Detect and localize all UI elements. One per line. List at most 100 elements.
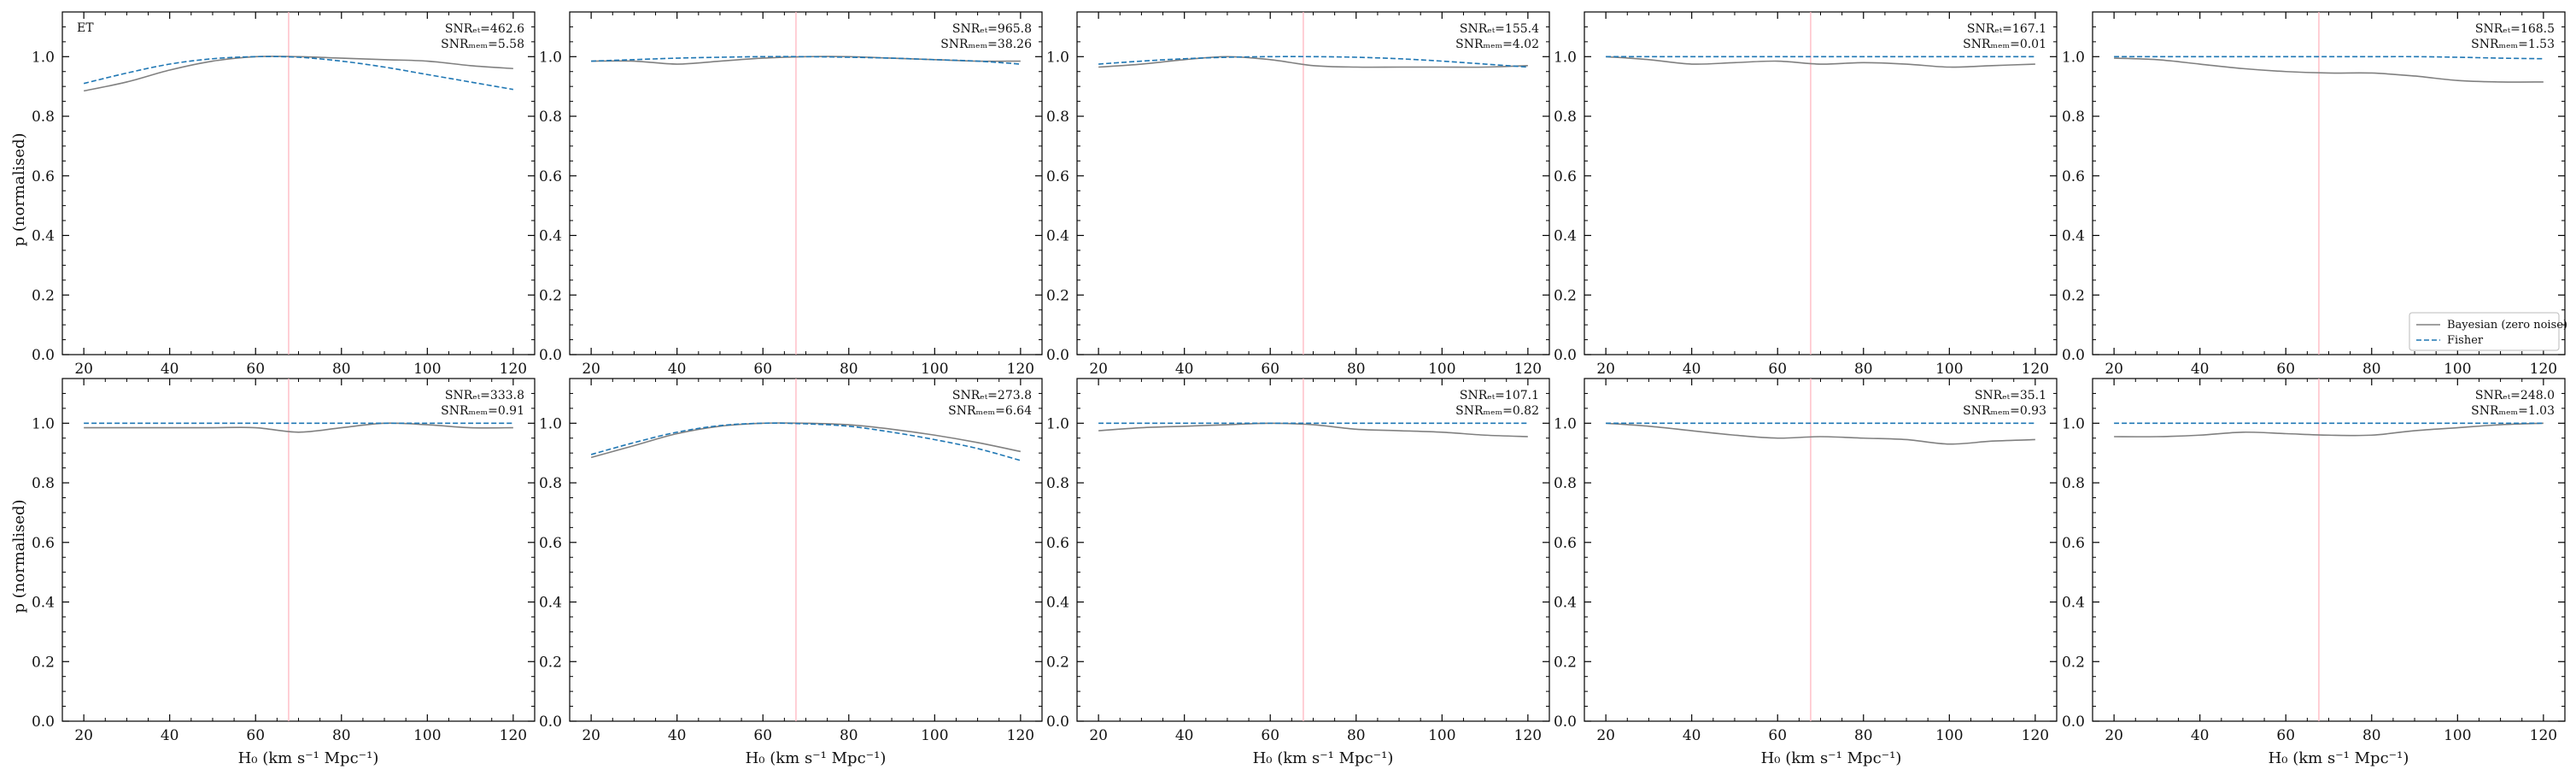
x-tick-label: 40 [161, 727, 179, 744]
x-axis-label-col-5: H₀ (km s⁻¹ Mpc⁻¹) [2269, 749, 2409, 767]
x-tick-label: 40 [2191, 361, 2210, 378]
y-tick-label: 0.6 [2062, 168, 2085, 185]
y-tick-label: 0.8 [1046, 475, 1069, 492]
y-tick-label: 0.6 [1046, 535, 1069, 552]
y-tick-label: 1.0 [539, 49, 562, 66]
legend-box [2409, 312, 2560, 351]
x-tick-label: 120 [1514, 361, 1542, 378]
plot-frame [61, 11, 536, 355]
y-tick-label: 1.0 [2062, 415, 2085, 432]
snr-et-annotation: SNRₑₜ=167.1 [1967, 22, 2046, 36]
y-tick-label: 0.4 [539, 595, 562, 612]
bayesian-series-line [1098, 422, 1528, 437]
x-tick-label: 20 [1596, 727, 1615, 744]
y-tick-label: 0.2 [539, 654, 562, 671]
y-tick-label: 0.6 [1554, 535, 1577, 552]
x-tick-label: 100 [413, 361, 441, 378]
plot-frame [1584, 11, 2058, 355]
y-tick-label: 0.2 [32, 287, 55, 304]
x-tick-label: 40 [1175, 727, 1194, 744]
detector-label: ET [77, 21, 94, 35]
y-tick-label: 0.6 [539, 168, 562, 185]
y-tick-label: 0.2 [2062, 654, 2085, 671]
x-tick-label: 60 [1261, 727, 1279, 744]
snr-et-annotation: SNRₑₜ=462.6 [445, 22, 524, 36]
fisher-series-line [590, 422, 1022, 461]
x-tick-label: 100 [1935, 727, 1963, 744]
panel-5: 20 40 60 80 100 120 0.0 0.2 0.4 0.6 0.8 1.0 SNRₑₜ=16… [2062, 11, 2566, 378]
bayesian-series-line [1606, 56, 2035, 68]
snr-mem-annotation: SNRₘₑₘ=5.58 [441, 38, 524, 51]
x-tick-label: 100 [2444, 361, 2471, 378]
x-tick-label: 40 [1175, 361, 1194, 378]
x-tick-label: 40 [1683, 727, 1701, 744]
x-tick-label: 20 [582, 361, 600, 378]
x-tick-label: 60 [1768, 361, 1787, 378]
plot-frame [61, 378, 536, 722]
x-axis-label-col-4: H₀ (km s⁻¹ Mpc⁻¹) [1761, 749, 1902, 767]
x-tick-label: 40 [668, 727, 687, 744]
y-tick-label: 0.8 [1046, 109, 1069, 126]
y-tick-label: 0.6 [539, 535, 562, 552]
snr-mem-annotation: SNRₘₑₘ=6.64 [948, 404, 1032, 418]
panel-2: 20 40 60 80 100 120 0.0 0.2 0.4 0.6 0.8 1.0 SNRₑₜ=96… [539, 11, 1043, 378]
x-tick-label: 20 [1089, 361, 1108, 378]
panel-9: 20 40 60 80 100 120 0.0 0.2 0.4 0.6 0.8 1.0 SNRₑₜ=35… [1554, 378, 2058, 744]
bayesian-series-line [2114, 422, 2544, 437]
x-tick-label: 100 [1428, 361, 1455, 378]
snr-et-annotation: SNRₑₜ=168.5 [2475, 22, 2555, 36]
y-tick-label: 0.2 [1046, 287, 1069, 304]
fisher-series-line [2114, 56, 2544, 60]
x-axis-label-col-3: H₀ (km s⁻¹ Mpc⁻¹) [1253, 749, 1394, 767]
snr-mem-annotation: SNRₘₑₘ=0.93 [1963, 404, 2046, 418]
x-tick-label: 60 [246, 727, 265, 744]
snr-mem-annotation: SNRₘₑₘ=38.26 [940, 38, 1032, 51]
y-tick-label: 0.6 [1046, 168, 1069, 185]
y-tick-label: 0.0 [32, 713, 55, 731]
snr-mem-annotation: SNRₘₑₘ=0.82 [1455, 404, 1539, 418]
y-tick-label: 0.2 [2062, 287, 2085, 304]
panel-7: 20 40 60 80 100 120 0.0 0.2 0.4 0.6 0.8 1.0 SNRₑₜ=27… [539, 378, 1043, 744]
y-tick-label: 1.0 [32, 415, 55, 432]
x-tick-label: 40 [668, 361, 687, 378]
panel-3: 20 40 60 80 100 120 0.0 0.2 0.4 0.6 0.8 1.0 SNRₑₜ=15… [1046, 11, 1550, 378]
x-tick-label: 80 [332, 727, 351, 744]
y-tick-label: 0.4 [1046, 228, 1069, 245]
y-tick-label: 0.8 [2062, 475, 2085, 492]
x-tick-label: 120 [1007, 361, 1034, 378]
x-tick-label: 80 [1347, 361, 1366, 378]
bayesian-series-line [1098, 56, 1528, 68]
snr-et-annotation: SNRₑₜ=965.8 [952, 22, 1032, 36]
y-tick-label: 1.0 [1554, 415, 1577, 432]
y-tick-label: 0.6 [2062, 535, 2085, 552]
x-tick-label: 100 [2444, 727, 2471, 744]
legend-fisher-label: Fisher [2447, 334, 2484, 347]
bayesian-series-line [83, 56, 513, 92]
x-tick-label: 120 [2022, 361, 2049, 378]
x-tick-label: 80 [840, 727, 858, 744]
fisher-series-line [591, 56, 1021, 65]
x-tick-label: 120 [1007, 727, 1034, 744]
x-tick-label: 20 [74, 727, 93, 744]
x-tick-label: 120 [2530, 361, 2557, 378]
x-tick-label: 60 [753, 361, 772, 378]
plot-frame [2092, 378, 2566, 722]
x-tick-label: 20 [2105, 361, 2123, 378]
x-tick-label: 20 [1089, 727, 1108, 744]
y-tick-label: 0.2 [539, 287, 562, 304]
x-tick-label: 100 [1428, 727, 1455, 744]
snr-et-annotation: SNRₑₜ=273.8 [952, 389, 1032, 402]
x-tick-label: 40 [161, 361, 179, 378]
y-tick-label: 0.4 [32, 228, 55, 245]
y-tick-label: 0.4 [2062, 595, 2085, 612]
x-tick-label: 80 [1854, 727, 1873, 744]
snr-et-annotation: SNRₑₜ=107.1 [1460, 389, 1539, 402]
snr-et-annotation: SNRₑₜ=35.1 [1975, 389, 2046, 402]
x-tick-label: 60 [1261, 361, 1279, 378]
y-tick-label: 0.0 [539, 713, 562, 731]
y-tick-label: 0.0 [1554, 713, 1577, 731]
x-tick-label: 120 [2022, 727, 2049, 744]
y-axis-label-row-1: p (normalised) [10, 132, 28, 246]
x-tick-label: 80 [1347, 727, 1366, 744]
